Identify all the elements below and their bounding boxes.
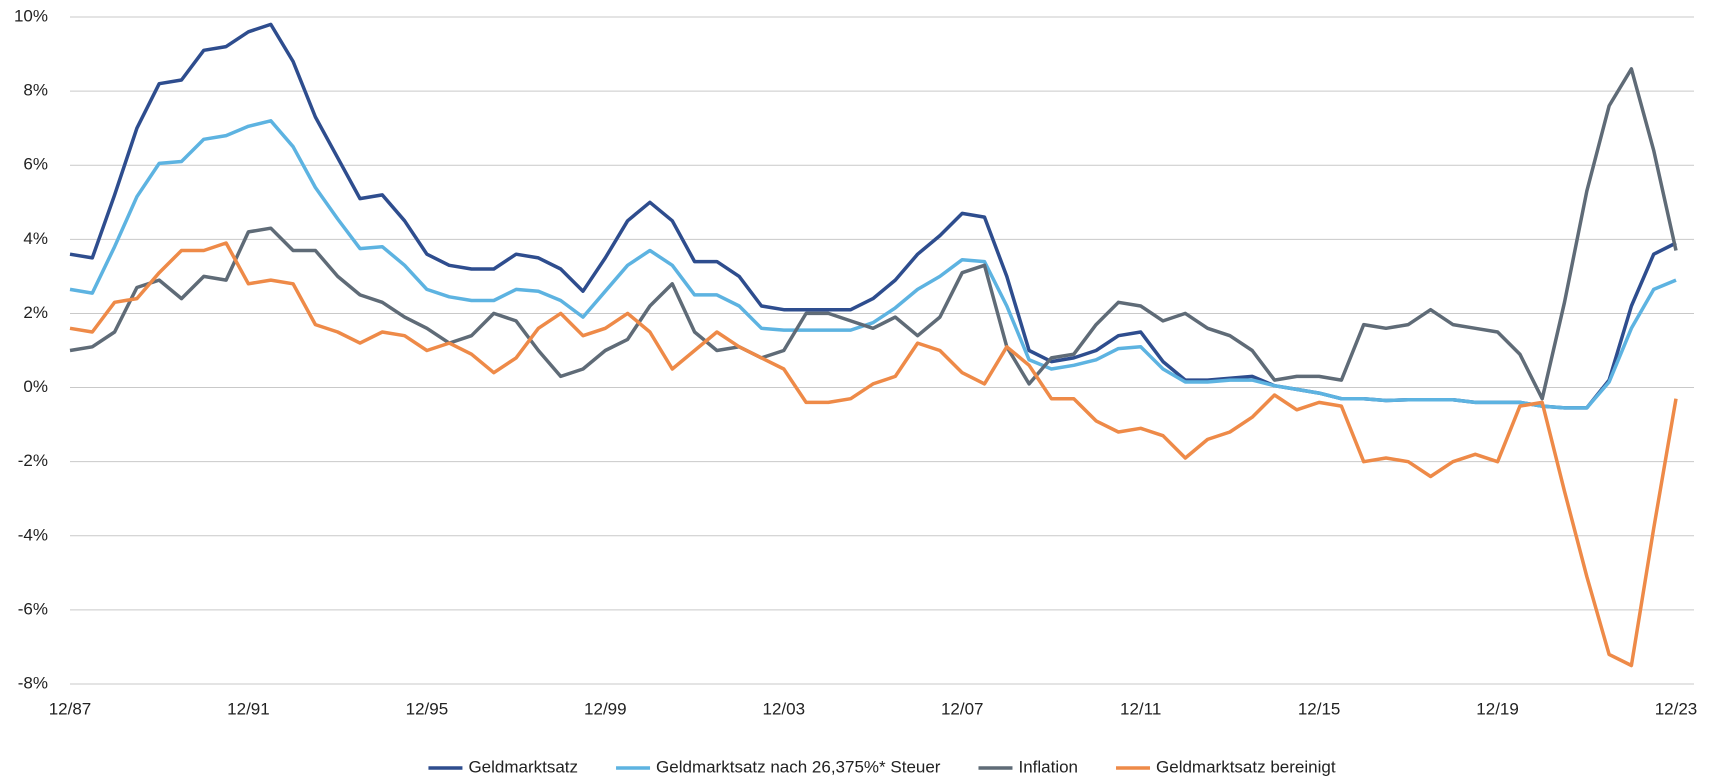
x-tick-label: 12/19 [1476,699,1519,718]
y-tick-label: -8% [18,673,48,692]
series-line [69,241,1678,668]
y-tick-label: 8% [23,81,48,100]
x-tick-label: 12/15 [1298,699,1341,718]
x-tick-label: 12/87 [49,699,92,718]
legend-label: Geldmarktsatz nach 26,375%* Steuer [656,757,941,776]
series-line [69,67,1678,401]
x-tick-label: 12/03 [763,699,806,718]
y-tick-label: 10% [14,6,48,25]
series-line [69,119,1677,410]
x-tick-label: 12/07 [941,699,984,718]
legend-label: Inflation [1018,757,1078,776]
legend-label: Geldmarktsatz bereinigt [1156,757,1336,776]
x-tick-label: 12/11 [1120,699,1161,718]
legend-label: Geldmarktsatz [468,757,578,776]
y-tick-label: 2% [23,303,48,322]
x-tick-label: 12/91 [227,699,270,718]
y-tick-label: -4% [18,525,48,544]
y-tick-label: -6% [18,599,48,618]
y-tick-label: 6% [23,155,48,174]
series-line [69,22,1677,410]
y-tick-label: 4% [23,229,48,248]
x-tick-label: 12/99 [584,699,627,718]
y-tick-label: -2% [18,451,48,470]
y-tick-label: 0% [23,377,48,396]
x-tick-label: 12/95 [406,699,449,718]
x-tick-label: 12/23 [1655,699,1698,718]
